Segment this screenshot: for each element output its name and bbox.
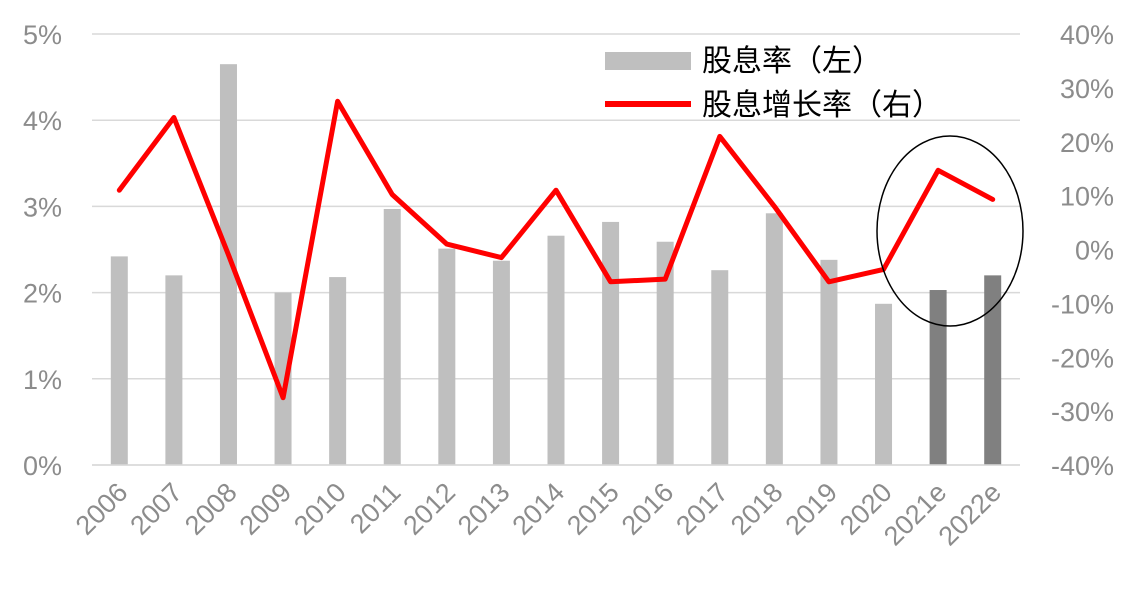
dividend-growth-line [116,98,996,401]
x-tick-label: 2009 [234,477,298,541]
legend-bar-label: 股息率（左） [702,44,882,79]
estimate-highlight-ellipse [876,135,1024,327]
legend-line-label: 股息增长率（右） [702,88,942,123]
bar-dividend-yield-2008 [219,64,237,466]
legend: 股息率（左） 股息增长率（右） [605,44,942,123]
bar-dividend-yield-2020 [875,303,893,465]
right-tick-label: 40% [1060,20,1114,50]
left-tick-label: 3% [23,192,62,222]
bar-dividend-yield-2016 [656,241,674,465]
left-tick-label: 4% [23,106,62,136]
bar-dividend-yield-2011 [383,208,401,465]
legend-bar-swatch [605,52,691,70]
left-tick-label: 2% [23,279,62,309]
left-tick-label: 1% [23,365,62,395]
right-tick-label: 0% [1075,236,1114,266]
x-tick-label: 2015 [561,477,625,541]
right-tick-label: 10% [1060,182,1114,212]
right-tick-label: -30% [1051,397,1114,427]
x-tick-label: 2016 [616,477,680,541]
bar-dividend-yield-2019 [820,259,838,465]
right-y-axis: -40% -30% -20% -10% 0% 10% 20% 30% 40% [1051,20,1114,481]
dividend-yield-bars [110,64,1002,466]
x-tick-label: 2017 [670,477,734,541]
x-tick-label: 2013 [452,477,516,541]
bar-dividend-yield-2018 [765,213,783,465]
legend-line-swatch [605,101,691,107]
right-tick-label: 20% [1060,128,1114,158]
right-tick-label: 30% [1060,74,1114,104]
x-tick-label: 2012 [397,477,461,541]
dividend-growth-line-group [116,98,996,401]
bar-dividend-yield-2012 [438,248,456,465]
x-axis: 2006200720082009201020112012201320142015… [70,464,1020,551]
bar-dividend-yield-2017 [711,270,729,465]
x-tick-label: 2006 [70,477,134,541]
bar-dividend-yield-2015 [602,221,620,465]
bar-dividend-yield-2010 [329,277,347,465]
x-tick-label: 2018 [725,477,789,541]
bar-dividend-yield-2009 [274,292,292,465]
right-tick-label: -10% [1051,289,1114,319]
x-tick-label: 2010 [288,477,352,541]
bar-dividend-yield-2013 [492,260,510,465]
right-tick-label: -20% [1051,343,1114,373]
x-tick-label: 2014 [507,477,571,541]
bar-dividend-yield-2007 [165,275,183,465]
x-tick-label: 2008 [179,477,243,541]
x-tick-label: 2021e [878,477,952,551]
x-tick-label: 2022e [933,477,1007,551]
left-tick-label: 0% [23,451,62,481]
bar-dividend-yield-2006 [110,256,128,465]
left-tick-label: 5% [23,20,62,50]
right-tick-label: -40% [1051,451,1114,481]
bar-dividend-yield-2021e [929,290,947,465]
x-tick-label: 2019 [779,477,843,541]
bar-dividend-yield-2014 [547,235,565,465]
x-tick-label: 2007 [124,477,188,541]
left-y-axis: 0% 1% 2% 3% 4% 5% [23,20,62,481]
bar-dividend-yield-2022e [984,275,1002,465]
x-tick-label: 2011 [344,477,406,539]
